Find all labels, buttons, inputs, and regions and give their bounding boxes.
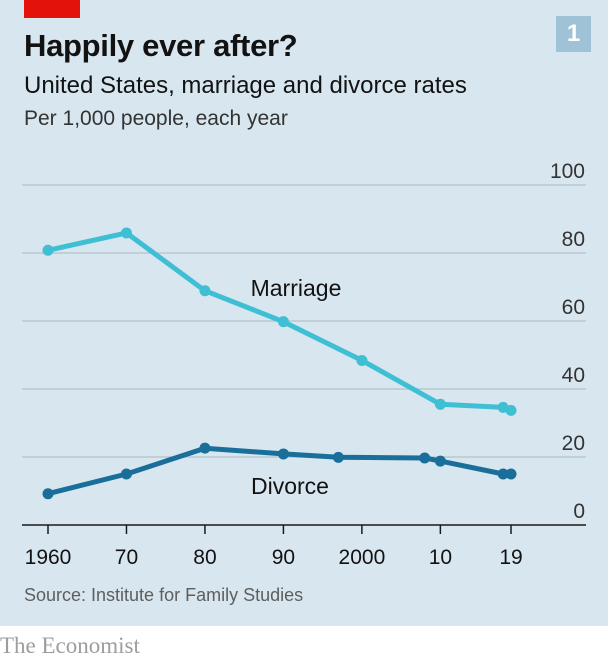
x-tick-label-1970: 70 — [115, 546, 138, 569]
marriage-point-2010 — [434, 398, 446, 410]
marriage-line — [45, 230, 514, 413]
divorce-point-1960 — [42, 488, 54, 500]
marriage-point-2019 — [505, 404, 517, 416]
marriage-point-1960 — [42, 244, 54, 256]
y-tick-label-20: 20 — [562, 432, 585, 455]
chart-unit-note: Per 1,000 people, each year — [24, 107, 288, 130]
gridlines — [22, 184, 586, 458]
line-chart: 0 20 40 60 80 100 1960 70 80 90 2000 10 19 Marriage Di… — [22, 160, 586, 569]
divorce-point-2010 — [434, 455, 446, 467]
chart-panel — [0, 0, 608, 626]
x-axis — [22, 524, 586, 534]
source-note: Source: Institute for Family Studies — [24, 585, 304, 605]
x-tick-label-2010: 10 — [429, 546, 452, 569]
divorce-point-1997 — [332, 451, 344, 463]
divorce-point-1990 — [277, 448, 289, 460]
divorce-point-2019 — [505, 468, 517, 480]
x-tick-label-1960: 1960 — [25, 546, 72, 569]
chart-number-badge: 1 — [556, 16, 591, 52]
y-tick-label-60: 60 — [562, 296, 585, 319]
marriage-series-label: Marriage — [251, 275, 342, 301]
x-tick-label-1990: 90 — [272, 546, 295, 569]
y-tick-label-40: 40 — [562, 364, 585, 387]
y-tick-label-0: 0 — [573, 500, 585, 523]
divorce-point-1980 — [199, 442, 211, 454]
label-group: 0 20 40 60 80 100 1960 70 80 90 2000 10 19 Marriage Di… — [25, 160, 585, 569]
divorce-point-1970 — [120, 468, 132, 480]
marriage-point-1980 — [199, 285, 211, 297]
chart-subtitle: United States, marriage and divorce rate… — [24, 72, 467, 99]
divorce-point-2008 — [419, 452, 431, 464]
publisher-logo: The Economist — [0, 633, 140, 658]
marriage-point-2000 — [356, 354, 368, 366]
y-tick-label-100: 100 — [550, 160, 585, 183]
x-tick-label-2019: 19 — [499, 546, 522, 569]
chart-title: Happily ever after? — [24, 28, 298, 63]
divorce-series-label: Divorce — [251, 473, 329, 499]
divorce-point-2018 — [497, 468, 509, 480]
x-tick-label-1980: 80 — [193, 546, 216, 569]
y-tick-label-80: 80 — [562, 228, 585, 251]
marriage-point-1990 — [277, 316, 289, 328]
series-group — [42, 227, 517, 500]
marriage-point-1970 — [120, 227, 132, 239]
brand-red-tag — [24, 0, 80, 18]
x-tick-label-2000: 2000 — [339, 546, 386, 569]
